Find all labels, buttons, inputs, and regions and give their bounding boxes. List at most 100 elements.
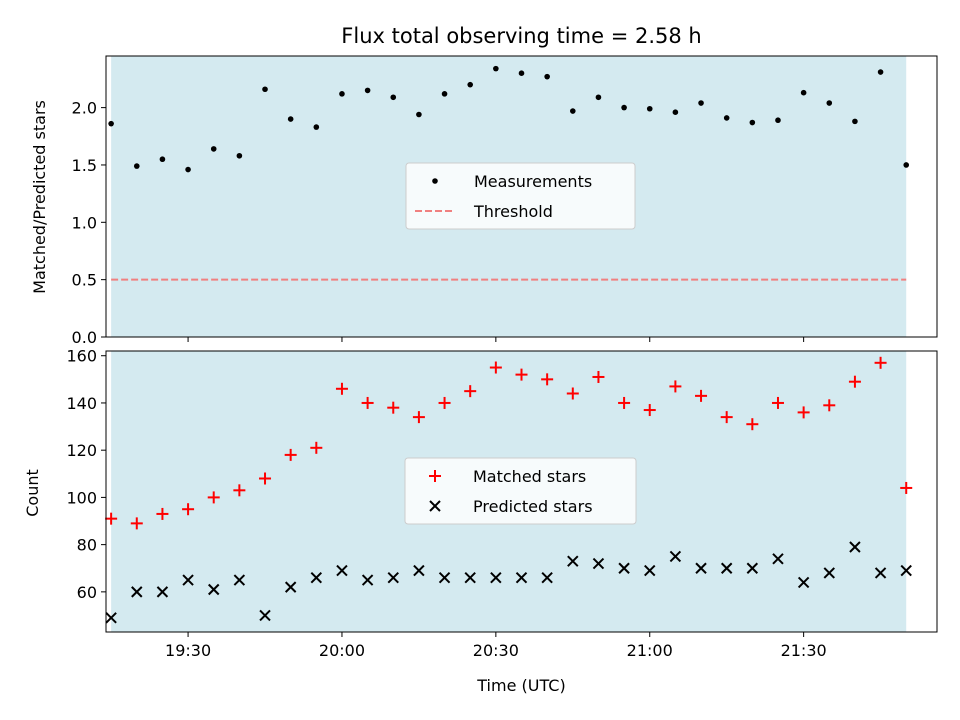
legend-marker-matched-stars bbox=[429, 470, 441, 482]
matched-stars-point bbox=[105, 512, 118, 525]
measurement-point bbox=[518, 70, 525, 77]
predicted-stars-point bbox=[387, 571, 399, 584]
bottom-y-tick-label: 80 bbox=[77, 536, 97, 555]
measurement-point bbox=[749, 119, 756, 126]
matched-stars-point bbox=[566, 387, 579, 400]
predicted-stars-point bbox=[618, 562, 630, 574]
top-y-axis-label: Matched/Predicted stars bbox=[30, 100, 49, 294]
x-tick-label: 20:30 bbox=[473, 641, 519, 660]
bottom-y-tick-label: 140 bbox=[66, 394, 97, 413]
measurement-point bbox=[723, 115, 730, 121]
predicted-stars-point bbox=[156, 586, 169, 598]
predicted-stars-point bbox=[823, 567, 835, 579]
legend-label-threshold: Threshold bbox=[473, 202, 553, 221]
measurement-point bbox=[775, 117, 781, 124]
measurement-point bbox=[159, 156, 166, 163]
measurement-point bbox=[210, 146, 217, 152]
matched-stars-point bbox=[489, 361, 502, 374]
measurement-point bbox=[826, 100, 833, 106]
bottom-legend-box bbox=[404, 457, 637, 525]
matched-stars-point bbox=[310, 441, 323, 454]
predicted-stars-point bbox=[541, 571, 553, 584]
top-legend-box bbox=[405, 162, 636, 230]
top-y-tick-label: 1.5 bbox=[72, 156, 97, 175]
x-tick-label: 20:00 bbox=[319, 641, 365, 660]
measurement-point bbox=[133, 163, 140, 169]
predicted-stars-point bbox=[644, 564, 656, 577]
matched-stars-point bbox=[848, 375, 861, 388]
bottom-plot-frame bbox=[105, 350, 938, 633]
top-y-tick-label: 0.0 bbox=[72, 328, 97, 347]
measurement-point bbox=[903, 162, 910, 168]
predicted-stars-point bbox=[182, 574, 194, 586]
matched-stars-point bbox=[618, 396, 631, 409]
measurement-point bbox=[236, 152, 243, 159]
matched-stars-point bbox=[771, 396, 784, 409]
chart-title: Flux total observing time = 2.58 h bbox=[341, 24, 701, 48]
predicted-stars-point bbox=[336, 564, 348, 577]
x-tick-label: 19:30 bbox=[165, 641, 211, 660]
predicted-stars-point bbox=[310, 571, 323, 584]
top-panel: 0.0 0.5 1.0 1.5 2.0 Flux total observing tim… bbox=[30, 24, 938, 347]
measurement-point bbox=[185, 166, 191, 173]
predicted-stars-point bbox=[567, 555, 579, 567]
bottom-series-layer bbox=[105, 356, 913, 624]
predicted-stars-point bbox=[361, 574, 374, 586]
top-y-tick-label: 0.5 bbox=[72, 271, 97, 290]
matched-stars-point bbox=[669, 380, 682, 393]
legend-marker-measurements bbox=[432, 178, 438, 184]
matched-stars-point bbox=[874, 356, 887, 369]
top-x-ticks bbox=[187, 337, 805, 342]
predicted-stars-point bbox=[284, 581, 297, 593]
measurement-point bbox=[416, 111, 422, 118]
top-y-tick-label: 1.0 bbox=[72, 213, 97, 232]
measurement-point bbox=[262, 86, 268, 93]
predicted-stars-point bbox=[515, 571, 528, 584]
matched-stars-point bbox=[259, 472, 272, 485]
predicted-stars-point bbox=[720, 562, 733, 574]
predicted-stars-point bbox=[592, 557, 605, 570]
matched-stars-point bbox=[361, 396, 374, 409]
predicted-stars-point bbox=[413, 564, 425, 577]
matched-stars-point bbox=[233, 484, 246, 497]
matched-stars-point bbox=[387, 401, 400, 414]
measurement-point bbox=[390, 94, 397, 101]
measurement-point bbox=[493, 65, 499, 72]
predicted-stars-point bbox=[746, 562, 759, 574]
matched-stars-point bbox=[156, 507, 169, 520]
bottom-y-tick-label: 100 bbox=[66, 488, 97, 507]
bottom-y-axis: 60 80 100 120 140 160 bbox=[66, 347, 106, 602]
measurement-point bbox=[672, 109, 679, 115]
top-plot-frame bbox=[105, 55, 938, 338]
matched-stars-point bbox=[746, 418, 759, 431]
measurement-point bbox=[621, 104, 627, 111]
bottom-legend: Matched stars Predicted stars bbox=[404, 457, 637, 525]
matched-stars-point bbox=[823, 399, 836, 412]
predicted-stars-point bbox=[208, 583, 220, 596]
matched-stars-point bbox=[207, 491, 220, 504]
x-axis-label: Time (UTC) bbox=[476, 676, 565, 695]
matched-stars-point bbox=[182, 503, 195, 516]
measurement-point bbox=[877, 69, 884, 75]
top-series-layer bbox=[108, 65, 910, 281]
matched-stars-point bbox=[515, 368, 528, 381]
matched-stars-point bbox=[412, 411, 425, 424]
predicted-stars-point bbox=[131, 586, 143, 598]
matched-stars-point bbox=[130, 517, 143, 530]
matched-stars-point bbox=[643, 404, 656, 417]
measurement-point bbox=[364, 87, 371, 94]
bottom-y-axis-label: Count bbox=[23, 469, 42, 517]
predicted-stars-point bbox=[669, 550, 682, 563]
top-y-tick-label: 2.0 bbox=[72, 99, 97, 118]
matched-stars-point bbox=[284, 448, 297, 461]
predicted-stars-point bbox=[438, 571, 451, 584]
predicted-stars-point bbox=[772, 553, 784, 565]
legend-label-predicted-stars: Predicted stars bbox=[473, 497, 593, 516]
measurement-point bbox=[313, 124, 320, 130]
bottom-x-axis: 19:30 20:00 20:30 21:00 21:30 bbox=[165, 632, 827, 660]
measurement-point bbox=[595, 94, 602, 101]
measurement-point bbox=[646, 105, 653, 112]
measurement-point bbox=[287, 116, 294, 122]
predicted-stars-point bbox=[259, 609, 271, 622]
measurement-point bbox=[544, 73, 550, 80]
